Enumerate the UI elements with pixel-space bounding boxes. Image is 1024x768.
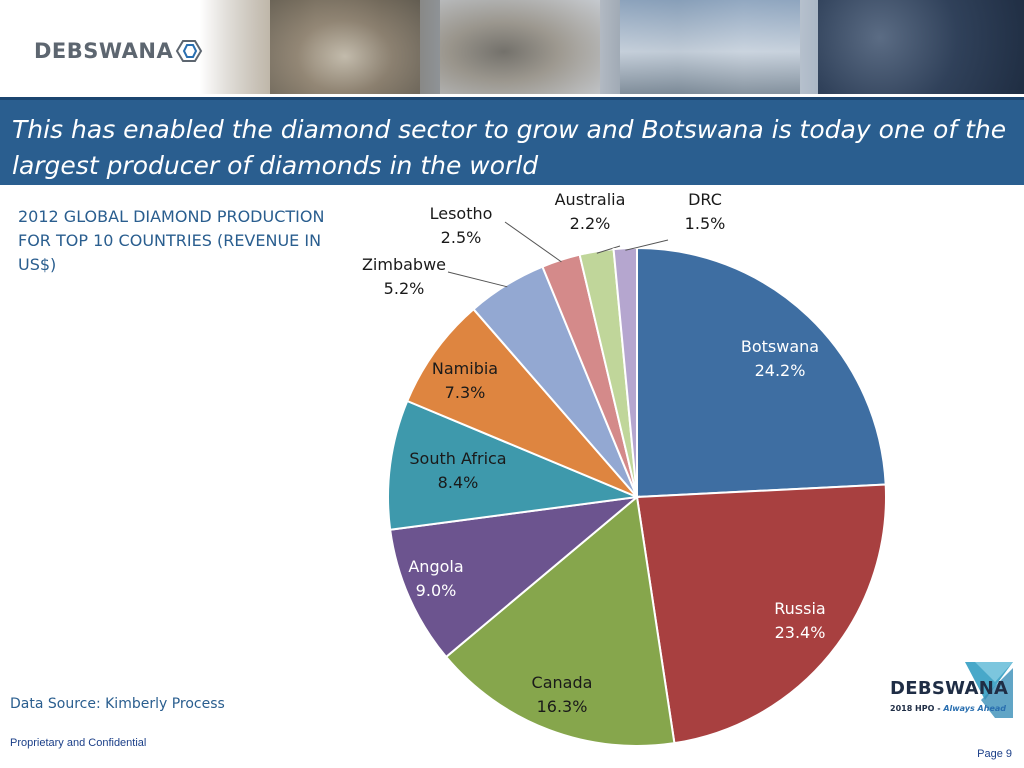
- leader-line-drc: [625, 239, 669, 251]
- leader-line-australia: [596, 245, 621, 254]
- slice-value-drc: 1.5%: [685, 214, 726, 233]
- slice-label-zimbabwe: Zimbabwe: [362, 255, 446, 274]
- leader-line-lesotho: [504, 221, 562, 263]
- slide-title: This has enabled the diamond sector to g…: [12, 115, 1007, 180]
- elephant-photo: [440, 0, 600, 94]
- slice-value-angola: 9.0%: [416, 581, 457, 600]
- swoosh-icon: [965, 662, 1013, 718]
- logo-tagline: 2018 HPO - Always Ahead: [890, 704, 1006, 713]
- confidential-footer: Proprietary and Confidential: [10, 737, 147, 749]
- debswana-logo: DEBSWANA: [34, 38, 205, 64]
- slice-label-namibia: Namibia: [432, 359, 498, 378]
- pie-slice-drc: [612, 246, 638, 498]
- slice-label-angola: Angola: [408, 557, 463, 576]
- diamond-production-pie-chart: Botswana 24.2% Russia 23.4% Canada 16.3% Angol…: [362, 190, 887, 747]
- chart-caption: 2012 GLOBAL DIAMOND PRODUCTION FOR TOP 1…: [18, 207, 325, 274]
- pie-slice-namibia: [405, 307, 638, 498]
- slice-value-lesotho: 2.5%: [441, 228, 482, 247]
- pie-slice-angola: [389, 495, 641, 659]
- data-source-note: Data Source: Kimberly Process: [10, 696, 225, 712]
- slice-label-australia: Australia: [555, 190, 626, 209]
- tagline-emphasis: Always Ahead: [943, 704, 1006, 713]
- slice-value-namibia: 7.3%: [445, 383, 486, 402]
- mine-plant-photo: [620, 0, 800, 94]
- title-bar: [0, 97, 1024, 185]
- slice-label-south-africa: South Africa: [409, 449, 506, 468]
- slice-label-lesotho: Lesotho: [430, 204, 493, 223]
- schoolchildren-photo: [818, 0, 1024, 94]
- diamonds-in-hand-photo: [270, 0, 420, 94]
- slice-label-drc: DRC: [688, 190, 722, 209]
- pie-slice-south-africa: [387, 399, 641, 531]
- slice-value-russia: 23.4%: [775, 623, 826, 642]
- header-banner: DEBSWANA: [0, 0, 1024, 94]
- slice-value-botswana: 24.2%: [755, 361, 806, 380]
- page-number: Page 9: [977, 748, 1012, 760]
- logo-bottom-text: DEBSWANA: [890, 678, 1009, 699]
- pie-slice-russia: [635, 483, 887, 745]
- slice-value-zimbabwe: 5.2%: [384, 279, 425, 298]
- diamond-logo-icon: [176, 40, 203, 62]
- pie-slice-canada: [444, 495, 676, 747]
- slice-label-canada: Canada: [532, 673, 593, 692]
- logo-text: DEBSWANA: [34, 39, 174, 63]
- slice-value-australia: 2.2%: [570, 214, 611, 233]
- pie-slice-botswana: [636, 246, 887, 499]
- leader-line-zimbabwe: [447, 271, 508, 288]
- slice-value-south-africa: 8.4%: [438, 473, 479, 492]
- slice-label-botswana: Botswana: [741, 337, 819, 356]
- slice-label-russia: Russia: [774, 599, 825, 618]
- tagline-prefix: 2018 HPO -: [890, 704, 944, 713]
- slice-value-canada: 16.3%: [537, 697, 588, 716]
- debswana-hpo-logo: DEBSWANA 2018 HPO - Always Ahead: [885, 660, 1015, 730]
